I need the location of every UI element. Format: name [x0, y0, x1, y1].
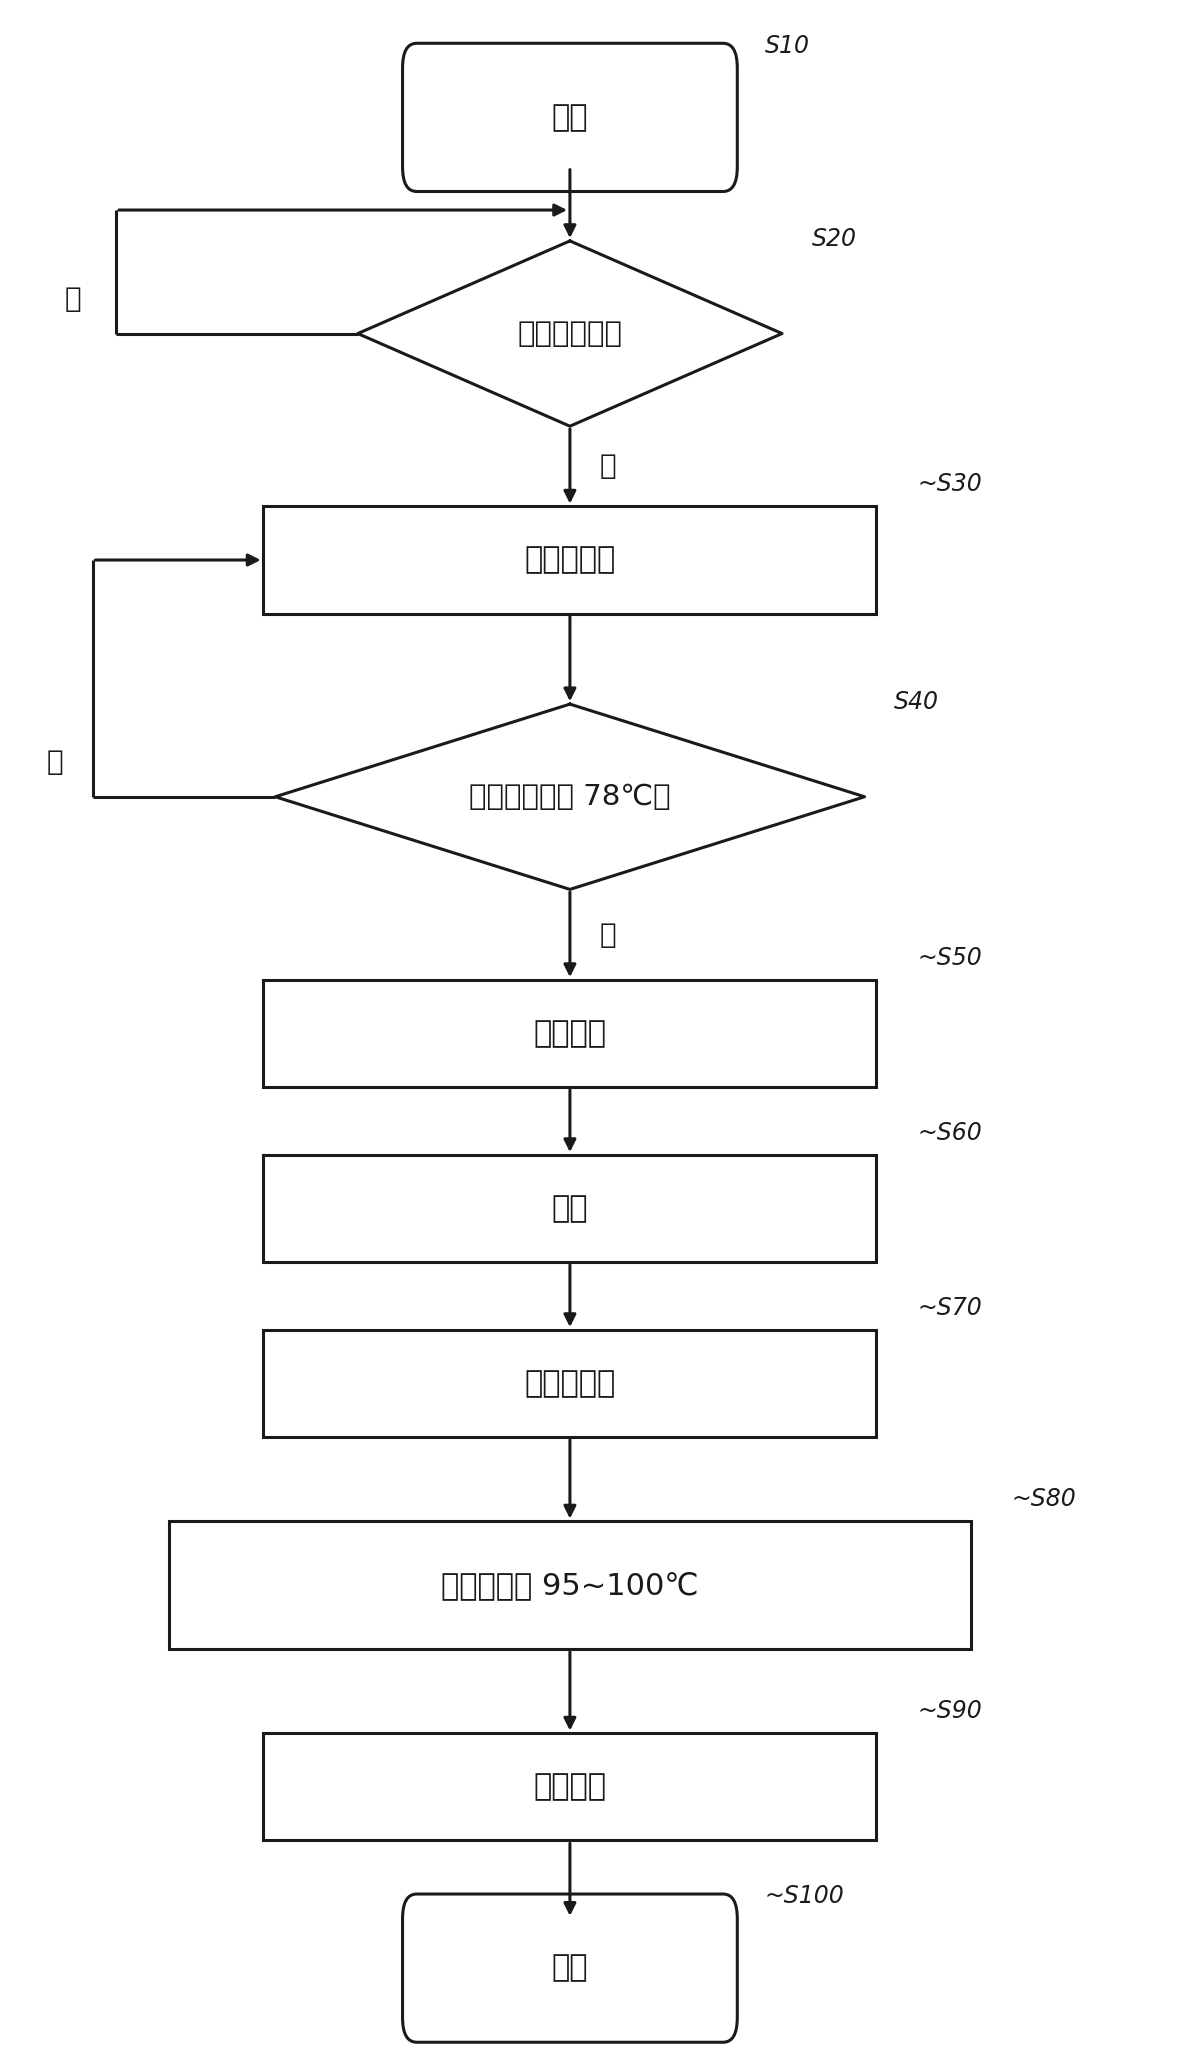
Bar: [264, 1329, 876, 1437]
Text: S20: S20: [812, 227, 857, 252]
Text: 终止加热: 终止加热: [533, 1773, 607, 1802]
Text: 是否键输入？: 是否键输入？: [518, 320, 622, 347]
Polygon shape: [357, 242, 782, 426]
Bar: [264, 1734, 876, 1840]
Text: 开始: 开始: [552, 103, 589, 132]
Text: 否: 否: [599, 453, 616, 480]
Text: ~S70: ~S70: [918, 1296, 983, 1319]
Bar: [264, 506, 876, 614]
Text: ~S90: ~S90: [918, 1699, 983, 1724]
Text: S40: S40: [894, 690, 939, 715]
Text: S10: S10: [764, 33, 810, 58]
Bar: [170, 1521, 971, 1649]
FancyBboxPatch shape: [402, 43, 737, 192]
Text: 终止加热: 终止加热: [533, 1019, 607, 1048]
Text: 粉碎: 粉碎: [552, 1195, 589, 1224]
Bar: [264, 1155, 876, 1263]
Polygon shape: [275, 705, 864, 889]
Text: 否: 否: [46, 748, 63, 777]
Text: 结束: 结束: [552, 1953, 589, 1982]
Text: ~S50: ~S50: [918, 947, 983, 969]
Text: 否: 否: [599, 920, 616, 949]
Text: 否: 否: [64, 285, 81, 312]
Text: 驱动加热点: 驱动加热点: [525, 1368, 616, 1397]
Text: ~S80: ~S80: [1013, 1486, 1077, 1511]
Text: ~S30: ~S30: [918, 471, 983, 496]
Text: 维持温度在 95~100℃: 维持温度在 95~100℃: [442, 1571, 699, 1600]
Text: 驱动加热点: 驱动加热点: [525, 546, 616, 575]
Text: ~S60: ~S60: [918, 1120, 983, 1145]
FancyBboxPatch shape: [402, 1893, 737, 2042]
Text: ~S100: ~S100: [764, 1885, 844, 1908]
Bar: [264, 980, 876, 1087]
Text: 温度是否超过 78℃？: 温度是否超过 78℃？: [469, 783, 671, 810]
